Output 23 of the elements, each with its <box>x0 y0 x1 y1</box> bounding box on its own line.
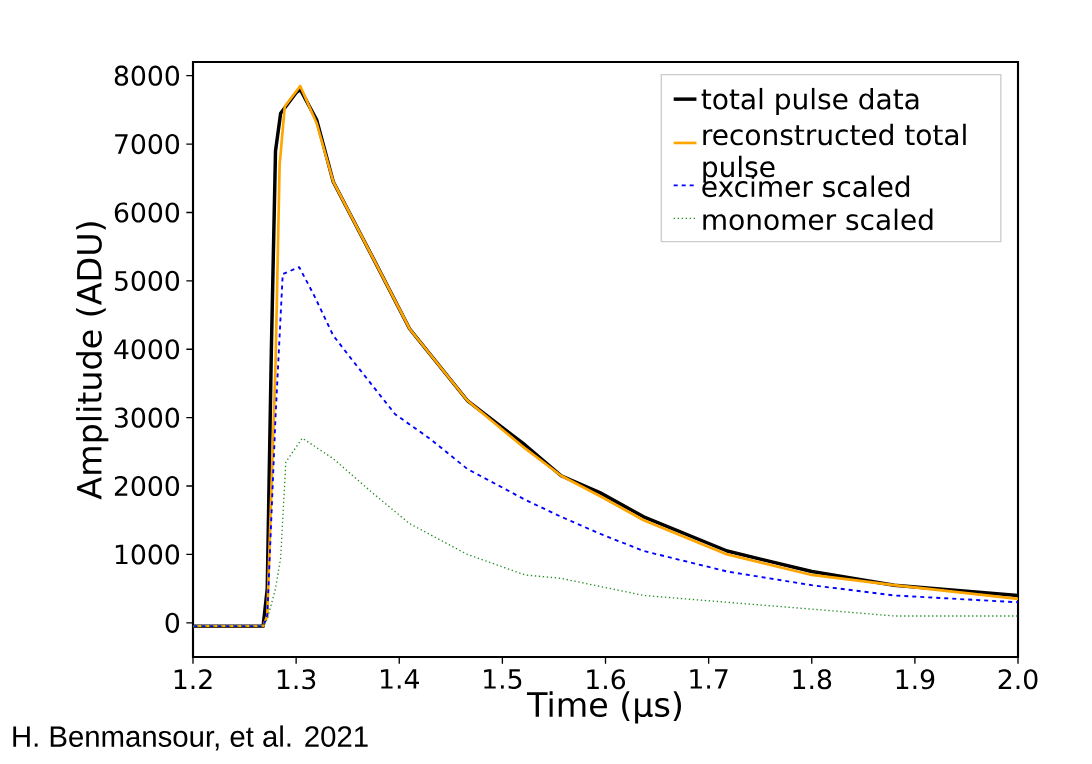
x-tick-label: 1.5 <box>484 669 522 689</box>
y-tick-label: 0 <box>165 612 180 633</box>
x-tick-label: 1.6 <box>587 669 626 690</box>
y-tick-label: 2000 <box>114 475 180 497</box>
x-tick-label: 1.2 <box>174 669 212 689</box>
x-tick-label: 1.8 <box>793 669 832 690</box>
y-tick-label: 3000 <box>114 407 180 428</box>
text: H. Benmansour, et al. 2021 <box>13 725 368 751</box>
x-tick-label: 1.7 <box>690 669 728 689</box>
x-tick-label: 1.9 <box>896 669 935 690</box>
y-tick-label: 6000 <box>114 202 180 223</box>
y-tick-label: 4000 <box>114 339 180 360</box>
y-tick-label: 1000 <box>115 544 180 565</box>
y-tick-label: 8000 <box>114 65 180 86</box>
legend-label: total pulse data <box>701 87 919 116</box>
x-tick-label: 2.0 <box>998 669 1038 690</box>
y-tick-label: 5000 <box>115 270 180 291</box>
x-tick-label: 1.3 <box>277 669 316 690</box>
legend-label: monomer scaled <box>703 208 933 231</box>
x-tick-label: 1.4 <box>380 669 419 689</box>
x-axis-title: Time (µs) <box>527 691 681 724</box>
y-axis-title: Amplitude (ADU) <box>76 222 109 500</box>
y-tick-label: 7000 <box>115 133 180 155</box>
